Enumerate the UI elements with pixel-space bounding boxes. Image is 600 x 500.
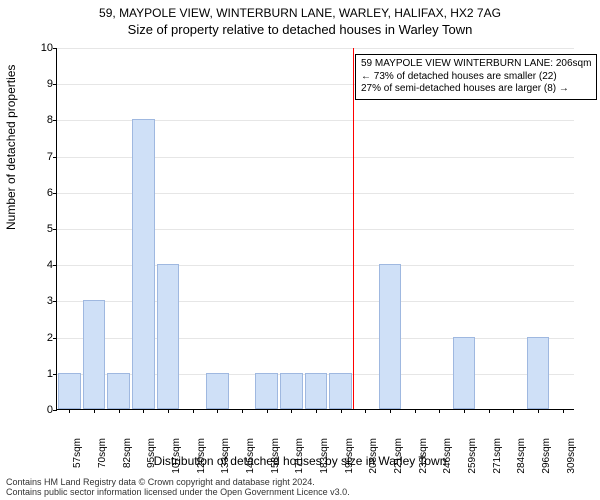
histogram-bar	[206, 373, 229, 409]
annotation-line: ← 73% of detached houses are smaller (22…	[361, 71, 591, 84]
y-tick-label: 6	[29, 187, 53, 199]
y-tick-label: 3	[29, 295, 53, 307]
histogram-bar	[329, 373, 352, 409]
reference-line	[353, 48, 354, 409]
title-subtitle: Size of property relative to detached ho…	[0, 20, 600, 37]
y-tick-label: 2	[29, 332, 53, 344]
histogram-bar	[305, 373, 328, 409]
y-tick-mark	[53, 410, 57, 411]
x-tick-mark	[316, 409, 317, 413]
histogram-bar	[58, 373, 81, 409]
y-tick-label: 8	[29, 114, 53, 126]
histogram-bar	[255, 373, 278, 409]
x-tick-mark	[69, 409, 70, 413]
x-tick-mark	[538, 409, 539, 413]
x-tick-mark	[168, 409, 169, 413]
x-tick-mark	[489, 409, 490, 413]
x-tick-mark	[119, 409, 120, 413]
x-tick-mark	[217, 409, 218, 413]
y-tick-mark	[53, 338, 57, 339]
x-tick-mark	[267, 409, 268, 413]
histogram-bar	[132, 119, 155, 409]
y-tick-label: 10	[29, 42, 53, 54]
x-tick-mark	[464, 409, 465, 413]
y-axis-label: Number of detached properties	[4, 65, 18, 230]
y-tick-mark	[53, 120, 57, 121]
x-tick-mark	[563, 409, 564, 413]
y-tick-label: 5	[29, 223, 53, 235]
y-tick-mark	[53, 265, 57, 266]
x-tick-mark	[365, 409, 366, 413]
x-tick-mark	[341, 409, 342, 413]
x-tick-mark	[94, 409, 95, 413]
histogram-bar	[157, 264, 180, 409]
x-tick-mark	[242, 409, 243, 413]
x-tick-mark	[193, 409, 194, 413]
y-tick-label: 4	[29, 259, 53, 271]
x-tick-mark	[513, 409, 514, 413]
y-tick-mark	[53, 374, 57, 375]
y-tick-mark	[53, 157, 57, 158]
x-axis-label: Distribution of detached houses by size …	[0, 454, 600, 468]
annotation-box: 59 MAYPOLE VIEW WINTERBURN LANE: 206sqm←…	[355, 54, 597, 100]
x-tick-mark	[143, 409, 144, 413]
y-tick-label: 9	[29, 78, 53, 90]
title-address: 59, MAYPOLE VIEW, WINTERBURN LANE, WARLE…	[0, 0, 600, 20]
histogram-bar	[280, 373, 303, 409]
y-tick-mark	[53, 84, 57, 85]
annotation-line: 27% of semi-detached houses are larger (…	[361, 83, 591, 96]
footer-line-2: Contains public sector information licen…	[6, 488, 350, 498]
y-tick-mark	[53, 193, 57, 194]
y-tick-label: 0	[29, 404, 53, 416]
gridline-h	[57, 48, 574, 49]
histogram-bar	[107, 373, 130, 409]
histogram-bar	[83, 300, 106, 409]
footer-attribution: Contains HM Land Registry data © Crown c…	[6, 478, 350, 498]
y-tick-label: 1	[29, 368, 53, 380]
x-tick-mark	[439, 409, 440, 413]
y-tick-mark	[53, 229, 57, 230]
x-tick-mark	[291, 409, 292, 413]
histogram-bar	[527, 337, 550, 409]
y-tick-label: 7	[29, 151, 53, 163]
chart-plot-area: 01234567891057sqm70sqm82sqm95sqm107sqm12…	[56, 48, 574, 410]
histogram-bar	[453, 337, 476, 409]
x-tick-mark	[390, 409, 391, 413]
x-tick-mark	[415, 409, 416, 413]
annotation-line: 59 MAYPOLE VIEW WINTERBURN LANE: 206sqm	[361, 58, 591, 71]
y-tick-mark	[53, 48, 57, 49]
y-tick-mark	[53, 301, 57, 302]
histogram-bar	[379, 264, 402, 409]
